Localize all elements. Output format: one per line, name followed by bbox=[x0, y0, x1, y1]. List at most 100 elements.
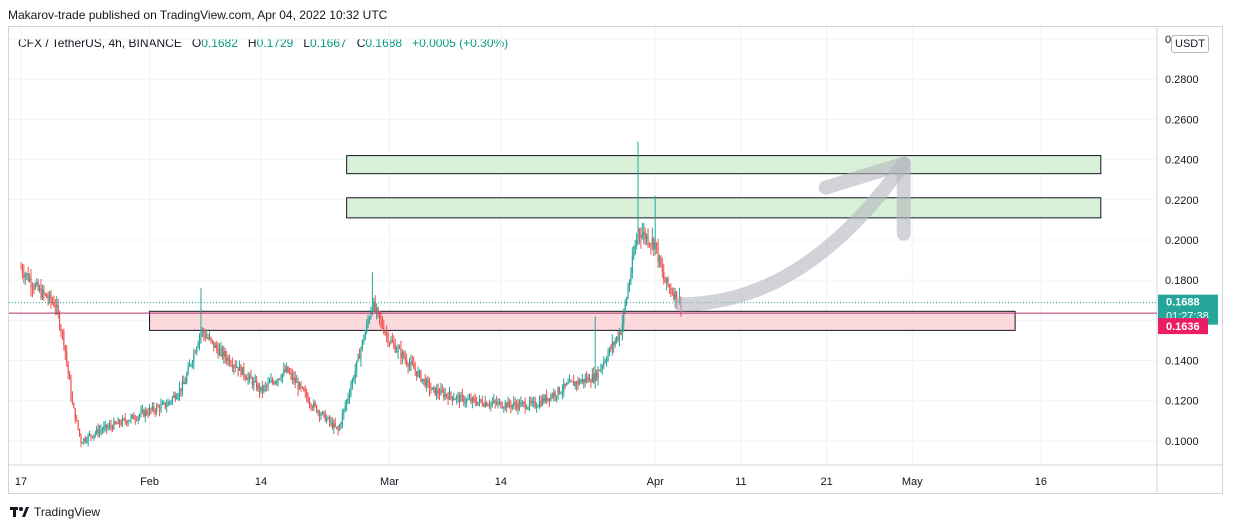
candle-body bbox=[168, 401, 171, 403]
candle-body bbox=[431, 387, 433, 390]
candle-body bbox=[407, 364, 409, 367]
candle-body bbox=[534, 401, 536, 408]
candle-body bbox=[206, 337, 208, 339]
candle-body bbox=[26, 273, 28, 275]
candle-body bbox=[438, 393, 441, 395]
candle-body bbox=[566, 383, 568, 386]
candle-body bbox=[247, 377, 249, 380]
candle-body bbox=[53, 302, 55, 307]
candle-body bbox=[106, 424, 108, 429]
candle-body bbox=[548, 398, 551, 401]
candle-body bbox=[301, 387, 303, 389]
candle-body bbox=[356, 360, 358, 371]
candle-body bbox=[346, 400, 348, 406]
candle-body bbox=[573, 381, 575, 386]
candle-body bbox=[667, 277, 669, 286]
tradingview-logo[interactable]: TradingView bbox=[10, 505, 100, 519]
candle-body bbox=[337, 427, 339, 431]
candle-body bbox=[233, 365, 235, 368]
candle-body bbox=[318, 411, 321, 416]
candle-body bbox=[297, 381, 299, 390]
candle-body bbox=[258, 385, 261, 392]
candle-body bbox=[633, 253, 635, 257]
candle-body bbox=[103, 426, 105, 430]
candle-body bbox=[314, 402, 316, 406]
candle-body bbox=[451, 396, 453, 400]
candle-body bbox=[414, 368, 416, 371]
candle-body bbox=[608, 347, 611, 354]
candle-body bbox=[541, 398, 543, 406]
candle-body bbox=[43, 289, 45, 294]
candle-body bbox=[596, 372, 598, 379]
candle-body bbox=[443, 391, 445, 398]
candle-body bbox=[283, 369, 285, 374]
candle-body bbox=[317, 411, 319, 413]
candle-body bbox=[641, 234, 643, 238]
candle-body bbox=[248, 374, 251, 378]
candle-body bbox=[387, 334, 389, 343]
candle-body bbox=[377, 307, 379, 312]
candle-body bbox=[104, 424, 106, 427]
candle-body bbox=[218, 349, 221, 356]
candle-body bbox=[590, 381, 592, 383]
candle-body bbox=[657, 245, 659, 262]
candle-body bbox=[470, 398, 472, 403]
candle-body bbox=[426, 379, 428, 387]
candle-body bbox=[423, 378, 425, 380]
candle-body bbox=[160, 404, 162, 411]
candle-body bbox=[466, 399, 468, 403]
time-tick-label: 17 bbox=[15, 476, 27, 488]
candle-body bbox=[223, 351, 225, 357]
candle-body bbox=[20, 268, 22, 270]
candle-body bbox=[453, 399, 455, 401]
candle-body bbox=[577, 380, 579, 385]
candle-body bbox=[323, 411, 325, 413]
candle-body bbox=[571, 381, 573, 383]
candle-body bbox=[583, 379, 585, 383]
candle-body bbox=[364, 332, 366, 340]
candle-body bbox=[480, 399, 482, 402]
candle-body bbox=[440, 389, 442, 395]
candle-body bbox=[538, 401, 541, 407]
candle-body bbox=[110, 424, 112, 427]
candle-body bbox=[56, 304, 58, 307]
candle-body bbox=[557, 387, 559, 396]
candle-body bbox=[271, 380, 273, 383]
candle-body bbox=[468, 398, 471, 400]
candle-body bbox=[304, 390, 306, 393]
candle-body bbox=[674, 291, 676, 300]
candle-body bbox=[74, 408, 76, 421]
candle-body bbox=[551, 395, 553, 397]
candle-body bbox=[113, 421, 115, 430]
candle-body bbox=[86, 441, 88, 443]
candle-body bbox=[447, 396, 449, 400]
candle-body bbox=[158, 406, 161, 411]
candle-body bbox=[67, 362, 69, 373]
candle-body bbox=[241, 367, 243, 375]
candle-body bbox=[231, 365, 233, 368]
candle-body bbox=[203, 330, 205, 335]
candle-body bbox=[396, 351, 398, 353]
candle-body bbox=[351, 379, 353, 387]
candle-body bbox=[137, 416, 139, 420]
candle-body bbox=[668, 285, 671, 288]
candle-body bbox=[591, 374, 593, 383]
candle-body bbox=[643, 231, 645, 235]
candle-body bbox=[254, 380, 256, 382]
candle-body bbox=[236, 366, 238, 368]
candle-body bbox=[144, 410, 146, 417]
time-tick-label: 11 bbox=[735, 476, 746, 488]
candle-body bbox=[516, 404, 518, 409]
candle-body bbox=[133, 414, 135, 420]
candle-body bbox=[558, 387, 561, 394]
candle-body bbox=[176, 397, 178, 400]
candle-body bbox=[357, 354, 359, 361]
tradingview-logo-icon bbox=[10, 507, 29, 517]
candle-body bbox=[341, 414, 343, 424]
candle-body bbox=[514, 402, 516, 405]
candle-body bbox=[213, 341, 215, 348]
candle-body bbox=[600, 367, 602, 371]
candle-body bbox=[114, 421, 116, 424]
currency-button[interactable]: USDT bbox=[1171, 35, 1209, 53]
